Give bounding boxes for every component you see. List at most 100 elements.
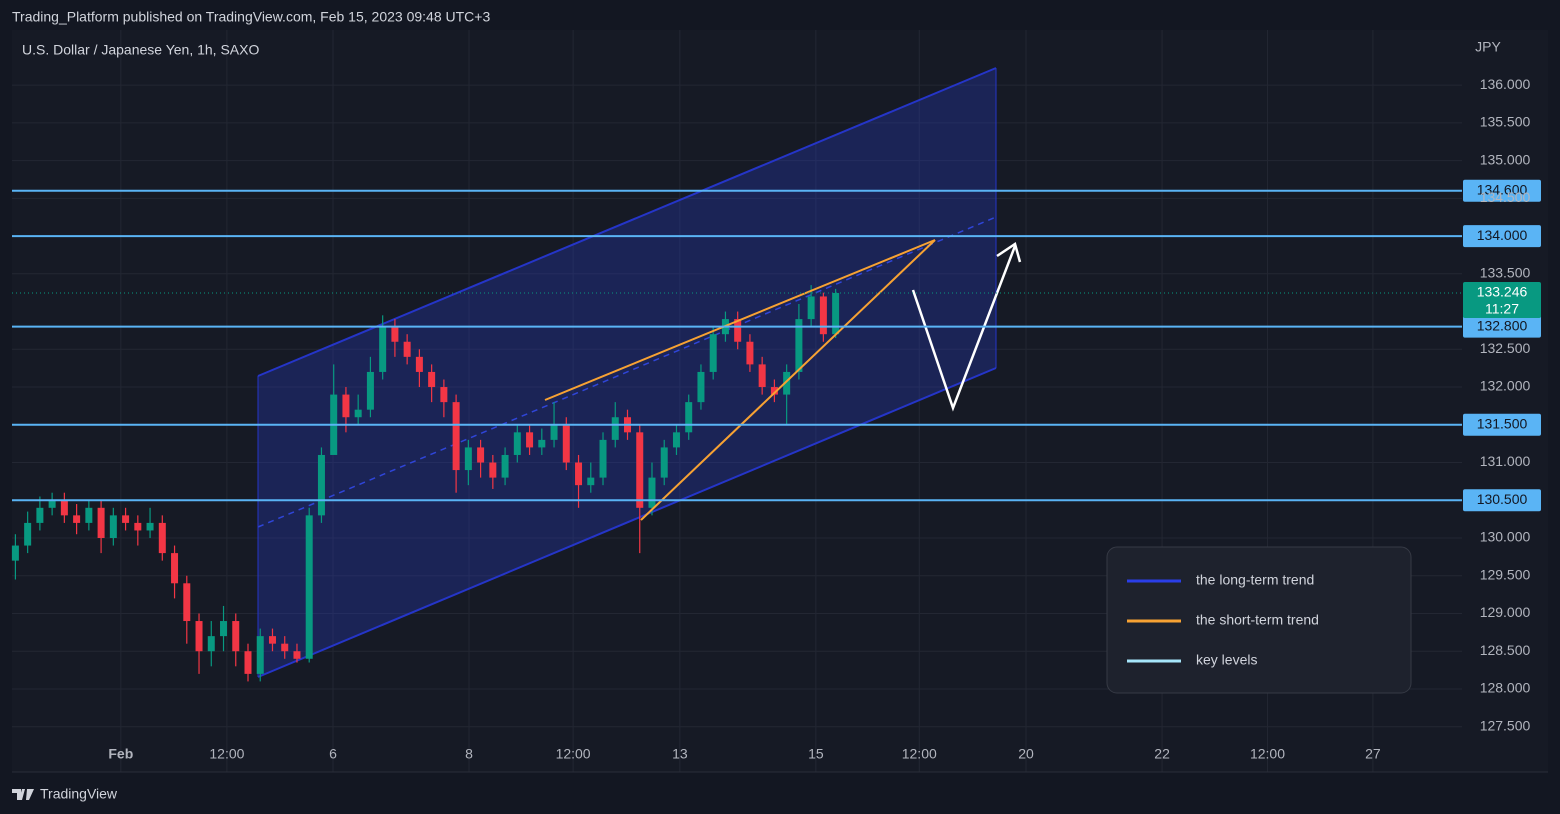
candle-body — [428, 371, 436, 388]
candle-body — [807, 296, 815, 320]
levels: 134.600 134.000 132.800 131.500 130.500 133.2… — [12, 179, 1541, 512]
candle-body — [256, 636, 264, 674]
candle-body — [97, 507, 105, 539]
candle-body — [599, 439, 607, 478]
candle-body — [134, 522, 142, 531]
candle-body — [746, 341, 754, 365]
candle-body — [366, 371, 374, 410]
candle-body — [195, 621, 203, 652]
candle-body — [122, 515, 130, 523]
legend: the long-term trend the short-term trend k… — [1106, 546, 1412, 694]
candle-body — [415, 356, 423, 372]
key-level-label: 131.500 — [1477, 415, 1528, 431]
candle-body — [403, 341, 411, 357]
x-tick-label: 12:00 — [209, 746, 244, 762]
candle-body — [293, 651, 301, 659]
y-tick-label: 127.500 — [1480, 717, 1531, 733]
candle-body — [477, 447, 485, 463]
candle-body — [11, 545, 19, 561]
grid — [12, 30, 1462, 772]
candle-body — [636, 432, 644, 508]
candle-body — [379, 326, 387, 372]
candle-body — [685, 402, 693, 433]
candle-body — [244, 651, 252, 674]
candle-body — [697, 371, 705, 403]
candle-body — [452, 402, 460, 471]
candle-body — [317, 454, 325, 516]
legend-label: the short-term trend — [1196, 612, 1319, 628]
candle-body — [342, 394, 350, 418]
candle-body — [440, 387, 448, 403]
candle-body — [770, 387, 778, 395]
key-level-label: 130.500 — [1477, 491, 1528, 507]
candle-body — [207, 636, 215, 652]
brand-name: TradingView — [40, 786, 118, 802]
candle-body — [648, 477, 656, 508]
legend-label: key levels — [1196, 652, 1257, 668]
key-level-tag — [1463, 315, 1541, 338]
y-tick-label: 133.500 — [1480, 265, 1531, 281]
y-tick-label: 134.500 — [1480, 189, 1531, 205]
drawings — [257, 67, 997, 678]
x-tick-label: 20 — [1018, 746, 1034, 762]
key-level-tag — [1463, 225, 1541, 248]
y-tick-label: 128.500 — [1480, 642, 1531, 658]
last-price-tag — [1463, 281, 1541, 318]
candle-body — [709, 334, 717, 372]
candle-body — [734, 319, 742, 342]
candle-body — [391, 326, 399, 342]
candle-body — [501, 454, 509, 478]
candle-body — [562, 424, 570, 463]
candle-body — [464, 447, 472, 471]
y-tick-label: 128.000 — [1480, 680, 1531, 696]
x-tick-label: 12:00 — [902, 746, 937, 762]
publisher: Trading_Platform published on TradingVie… — [12, 9, 490, 25]
candle-body — [513, 432, 521, 455]
arrow-head — [996, 242, 1022, 263]
candle-body — [24, 522, 32, 546]
y-tick-label: 131.000 — [1480, 453, 1531, 469]
y-tick-label: 129.500 — [1480, 566, 1531, 582]
x-tick-label: 13 — [672, 746, 688, 762]
key-level-tag — [1463, 489, 1541, 512]
legend-box — [1106, 546, 1412, 694]
x-tick-label: 22 — [1154, 746, 1170, 762]
key-level-tag — [1463, 413, 1541, 436]
candle-body — [73, 515, 81, 523]
candle-body — [48, 500, 56, 508]
last-price-label: 133.246 — [1477, 284, 1528, 300]
candle-body — [109, 515, 117, 539]
countdown: 11:27 — [1485, 301, 1519, 317]
candle-body — [783, 371, 791, 395]
overlay — [544, 239, 1022, 521]
candle-body — [550, 424, 558, 440]
x-tick-label: 27 — [1365, 746, 1381, 762]
x-tick-label: Feb — [108, 746, 133, 762]
key-level-label: 132.800 — [1477, 317, 1528, 333]
x-tick-label: 12:00 — [1250, 746, 1285, 762]
candle-body — [158, 522, 166, 554]
candle-body — [220, 621, 228, 637]
candle-body — [795, 319, 803, 372]
candle-body — [281, 643, 289, 652]
candle-body — [183, 583, 191, 622]
projection-arrow — [911, 245, 1017, 412]
x-tick-label: 6 — [329, 746, 337, 762]
y-tick-label: 130.000 — [1480, 529, 1531, 545]
y-tick-label: 136.000 — [1480, 76, 1531, 92]
x-tick-label: 15 — [808, 746, 824, 762]
y-tick-label: 132.000 — [1480, 378, 1531, 394]
x-tick-label: 8 — [465, 746, 473, 762]
candle-body — [832, 292, 840, 335]
chart-title: U.S. Dollar / Japanese Yen, 1h, SAXO — [22, 42, 259, 58]
key-level-label: 134.000 — [1477, 227, 1528, 243]
channel-mid — [257, 216, 997, 528]
legend-label: the long-term trend — [1196, 572, 1314, 588]
candle-body — [489, 462, 497, 478]
x-tick-label: 12:00 — [556, 746, 591, 762]
channel-upper — [257, 67, 997, 377]
candle-body — [60, 500, 68, 516]
y-tick-label: 132.500 — [1480, 340, 1531, 356]
